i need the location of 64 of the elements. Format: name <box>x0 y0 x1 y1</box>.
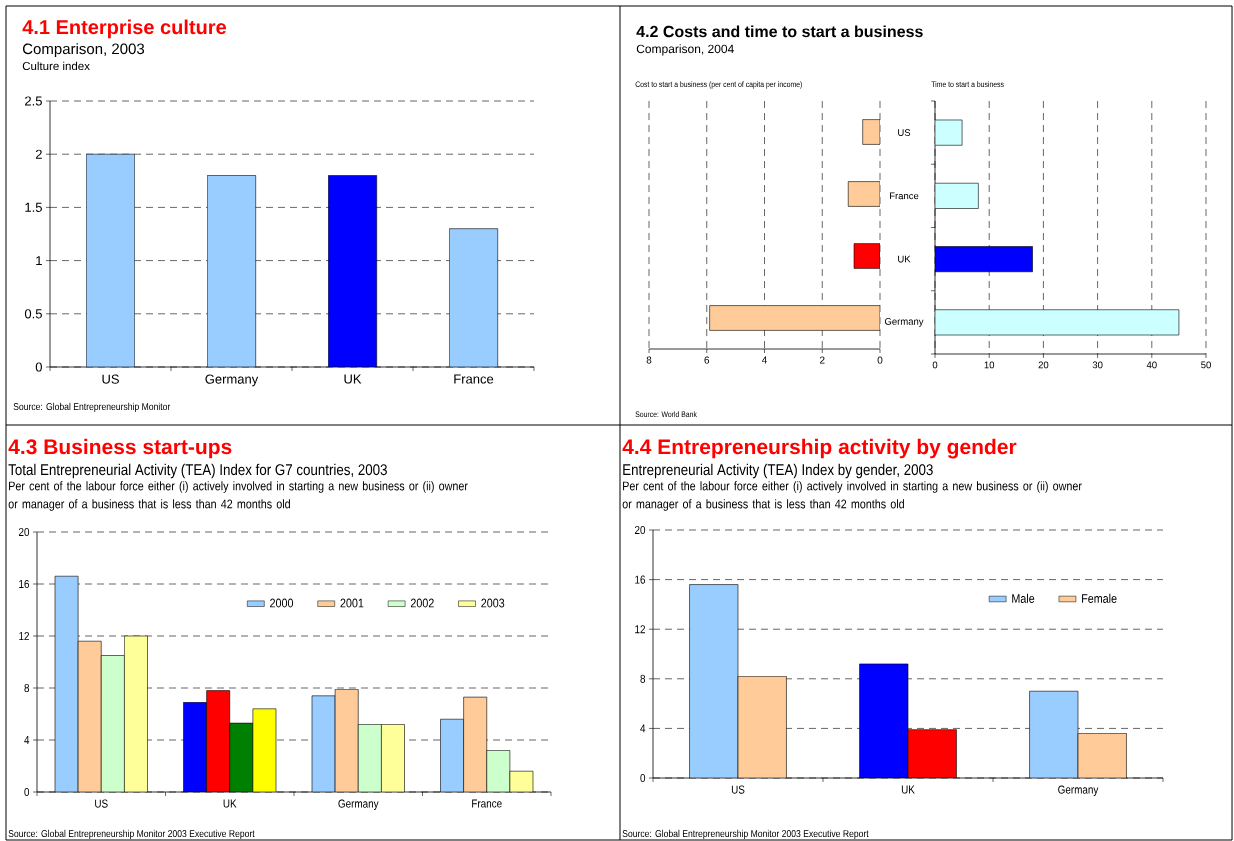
y-tick-label: 2.5 <box>25 96 42 106</box>
y-tick-label: 0.5 <box>24 309 42 319</box>
chart-title: 4.4 Entrepreneurship activity by gender <box>622 438 1017 459</box>
y-tick-label: 0 <box>640 773 646 783</box>
legend-label: 2003 <box>481 598 505 608</box>
y-tick-label: Germany <box>884 318 924 327</box>
y-tick-label: UK <box>898 255 911 263</box>
y-tick-label: 4 <box>24 736 30 744</box>
legend-label: 2001 <box>340 598 364 608</box>
x-tick-label: 0 <box>877 356 883 364</box>
y-tick-label: 2 <box>35 149 42 159</box>
y-tick-label: 1 <box>36 256 42 266</box>
x-tick-label: 8 <box>646 356 652 364</box>
y-tick-label: 4 <box>640 724 646 733</box>
x-tick-label: UK <box>223 799 237 808</box>
x-tick-label: 4 <box>761 356 767 364</box>
x-tick-label: 0 <box>932 361 938 369</box>
x-tick-label: Germany <box>338 799 379 810</box>
chart-subtitle: Comparison, 2003 <box>22 43 145 58</box>
x-tick-label: US <box>102 374 119 384</box>
y-tick-label: 16 <box>19 579 30 589</box>
legend-label: 2000 <box>270 598 294 608</box>
chart-title: 4.2 Costs and time to start a business <box>636 25 923 38</box>
x-axis-title: Cost to start a business (per cent of capita per income) <box>635 81 802 89</box>
y-tick-label: 16 <box>635 575 646 584</box>
x-tick-label: 30 <box>1092 361 1103 369</box>
y-tick-label: 12 <box>635 625 645 634</box>
y-tick-label: 20 <box>18 527 30 537</box>
x-tick-label: France <box>472 799 502 808</box>
x-tick-label: US <box>95 799 108 808</box>
y-axis-title: Culture index <box>22 61 90 71</box>
x-tick-label: Germany <box>205 374 259 387</box>
x-tick-label: UK <box>344 374 362 384</box>
y-tick-label: 12 <box>19 631 29 641</box>
y-axis-title: Per cent of the labour force either (i) actively involved in starting a new business or (ii) owner or manager of a business that is less than 42 months old <box>8 481 468 511</box>
legend-label: Female <box>1082 593 1117 603</box>
x-tick-label: Germany <box>1058 785 1099 796</box>
chart-subtitle: Total Entrepreneurial Activity (TEA) Index for G7 countries, 2003 <box>8 463 387 479</box>
x-tick-label: France <box>454 374 494 384</box>
chart-subtitle: Entrepreneurial Activity (TEA) Index by gender, 2003 <box>623 463 933 479</box>
x-tick-label: 2 <box>819 356 825 364</box>
x-tick-label: 6 <box>704 356 710 364</box>
x-tick-label: 10 <box>984 361 995 369</box>
y-tick-label: 8 <box>24 683 30 693</box>
x-tick-label: 20 <box>1038 361 1049 369</box>
chart-subtitle: Comparison, 2004 <box>636 44 734 56</box>
y-tick-label: France <box>890 192 919 200</box>
y-axis-title: Per cent of the labour force either (i) actively involved in starting a new business or (ii) owner or manager of a business that is less than 42 months old <box>622 481 1082 511</box>
source-note: Source: Global Entrepreneurship Monitor <box>13 402 171 413</box>
legend-label: 2002 <box>410 598 434 608</box>
y-tick-label: 20 <box>634 525 646 535</box>
x-tick-label: US <box>731 785 745 794</box>
y-tick-label: 8 <box>640 674 646 683</box>
x-tick-label: 40 <box>1146 361 1157 369</box>
chart-title: 4.3 Business start-ups <box>8 438 232 459</box>
x-tick-label: 50 <box>1201 361 1211 369</box>
source-note: Source: World Bank <box>635 411 697 418</box>
legend-label: Male <box>1012 593 1035 603</box>
y-tick-label: 1.5 <box>25 202 42 212</box>
x-axis-title: Time to start a business <box>931 81 1004 88</box>
y-tick-label: US <box>898 129 911 136</box>
source-note: Source: Global Entrepreneurship Monitor 2003 Executive Report <box>622 829 869 840</box>
chart-title: 4.1 Enterprise culture <box>22 19 227 39</box>
source-note: Source: Global Entrepreneurship Monitor 2003 Executive Report <box>8 829 255 840</box>
